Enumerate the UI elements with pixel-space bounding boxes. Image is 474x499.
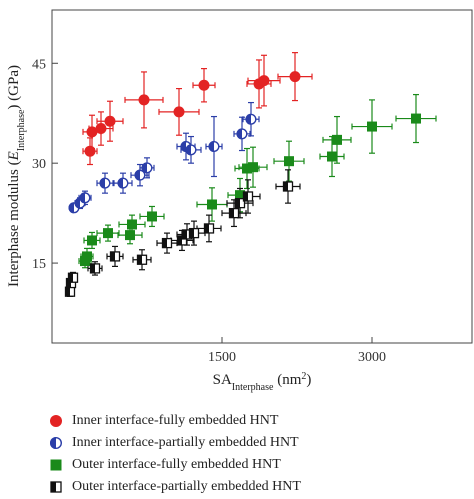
data-point-square xyxy=(127,219,137,230)
legend: Inner interface-fully embedded HNT Inner… xyxy=(48,410,468,498)
data-point-half-square xyxy=(64,286,76,297)
data-point-circle xyxy=(104,115,116,127)
data-point-half-square xyxy=(242,191,254,202)
data-point-square xyxy=(235,190,245,201)
data-point-square xyxy=(82,251,92,262)
data-point-circle xyxy=(258,75,270,87)
legend-marker-blue-half-circle-icon xyxy=(49,436,63,450)
data-point-half-square xyxy=(161,237,173,249)
legend-label: Inner interface-fully embedded HNT xyxy=(72,413,279,428)
axis-ticks: 1500 3000 15 30 45 xyxy=(32,57,386,365)
y-tick-label: 45 xyxy=(32,57,46,72)
legend-label: Outer interface-fully embedded HNT xyxy=(72,457,281,472)
data-point-circle xyxy=(95,123,107,135)
legend-item-outer-partially: Outer interface-partially embedded HNT xyxy=(48,476,468,498)
legend-item-inner-partially: Inner interface-partially embedded HNT xyxy=(48,432,468,454)
data-point-circle xyxy=(173,106,185,118)
data-point-square xyxy=(284,156,294,167)
y-tick-label: 30 xyxy=(32,157,46,172)
plot-frame xyxy=(51,9,473,344)
error-bars xyxy=(66,52,437,297)
legend-item-outer-fully: Outer interface-fully embedded HNT xyxy=(48,454,468,476)
data-point-square xyxy=(411,113,421,124)
data-point-half-square xyxy=(188,227,200,239)
data-point-square xyxy=(207,199,217,210)
data-point-square xyxy=(103,228,113,239)
x-axis-title: SAInterphase (nm2) xyxy=(213,371,312,393)
data-point-half-circle xyxy=(117,177,129,189)
data-point-half-circle xyxy=(245,113,257,125)
legend-marker-red-circle-icon xyxy=(50,415,62,427)
data-point-square xyxy=(87,235,97,246)
data-point-square xyxy=(327,151,337,162)
data-point-square xyxy=(242,163,252,174)
y-axis-title: Interphase modulus (EInterphase) (GPa) xyxy=(6,65,27,287)
data-point-half-square xyxy=(67,272,79,283)
data-point-half-circle xyxy=(141,162,153,174)
data-point-half-square xyxy=(282,181,294,192)
data-point-square xyxy=(248,162,258,173)
data-point-half-square xyxy=(228,207,240,219)
data-point-half-square xyxy=(203,223,215,234)
data-point-half-circle xyxy=(185,144,197,156)
data-point-square xyxy=(332,134,342,145)
data-point-square xyxy=(367,121,377,132)
data-point-circle xyxy=(84,145,96,157)
legend-marker-black-half-square-icon xyxy=(50,481,62,493)
y-tick-label: 15 xyxy=(32,257,46,272)
legend-label: Outer interface-partially embedded HNT xyxy=(72,479,301,494)
data-point-half-square xyxy=(109,251,121,262)
data-point-square xyxy=(125,230,135,241)
data-point-circle xyxy=(198,79,210,91)
data-point-square xyxy=(147,211,157,222)
data-point-circle xyxy=(289,71,301,83)
data-point-circle xyxy=(86,126,98,138)
legend-item-inner-fully: Inner interface-fully embedded HNT xyxy=(48,410,468,432)
data-point-half-circle xyxy=(134,169,146,181)
x-tick-label: 1500 xyxy=(208,350,236,365)
data-points xyxy=(64,71,421,297)
data-point-half-square xyxy=(89,263,101,274)
legend-label: Inner interface-partially embedded HNT xyxy=(72,435,299,450)
data-point-half-circle xyxy=(236,128,248,140)
data-point-half-circle xyxy=(208,141,220,153)
data-point-half-circle xyxy=(99,177,111,189)
data-point-half-circle xyxy=(79,192,91,204)
data-point-half-square xyxy=(234,197,246,209)
data-point-circle xyxy=(138,94,150,106)
data-point-half-square xyxy=(136,254,148,265)
x-tick-label: 3000 xyxy=(358,350,386,365)
legend-marker-green-square-icon xyxy=(50,459,62,471)
